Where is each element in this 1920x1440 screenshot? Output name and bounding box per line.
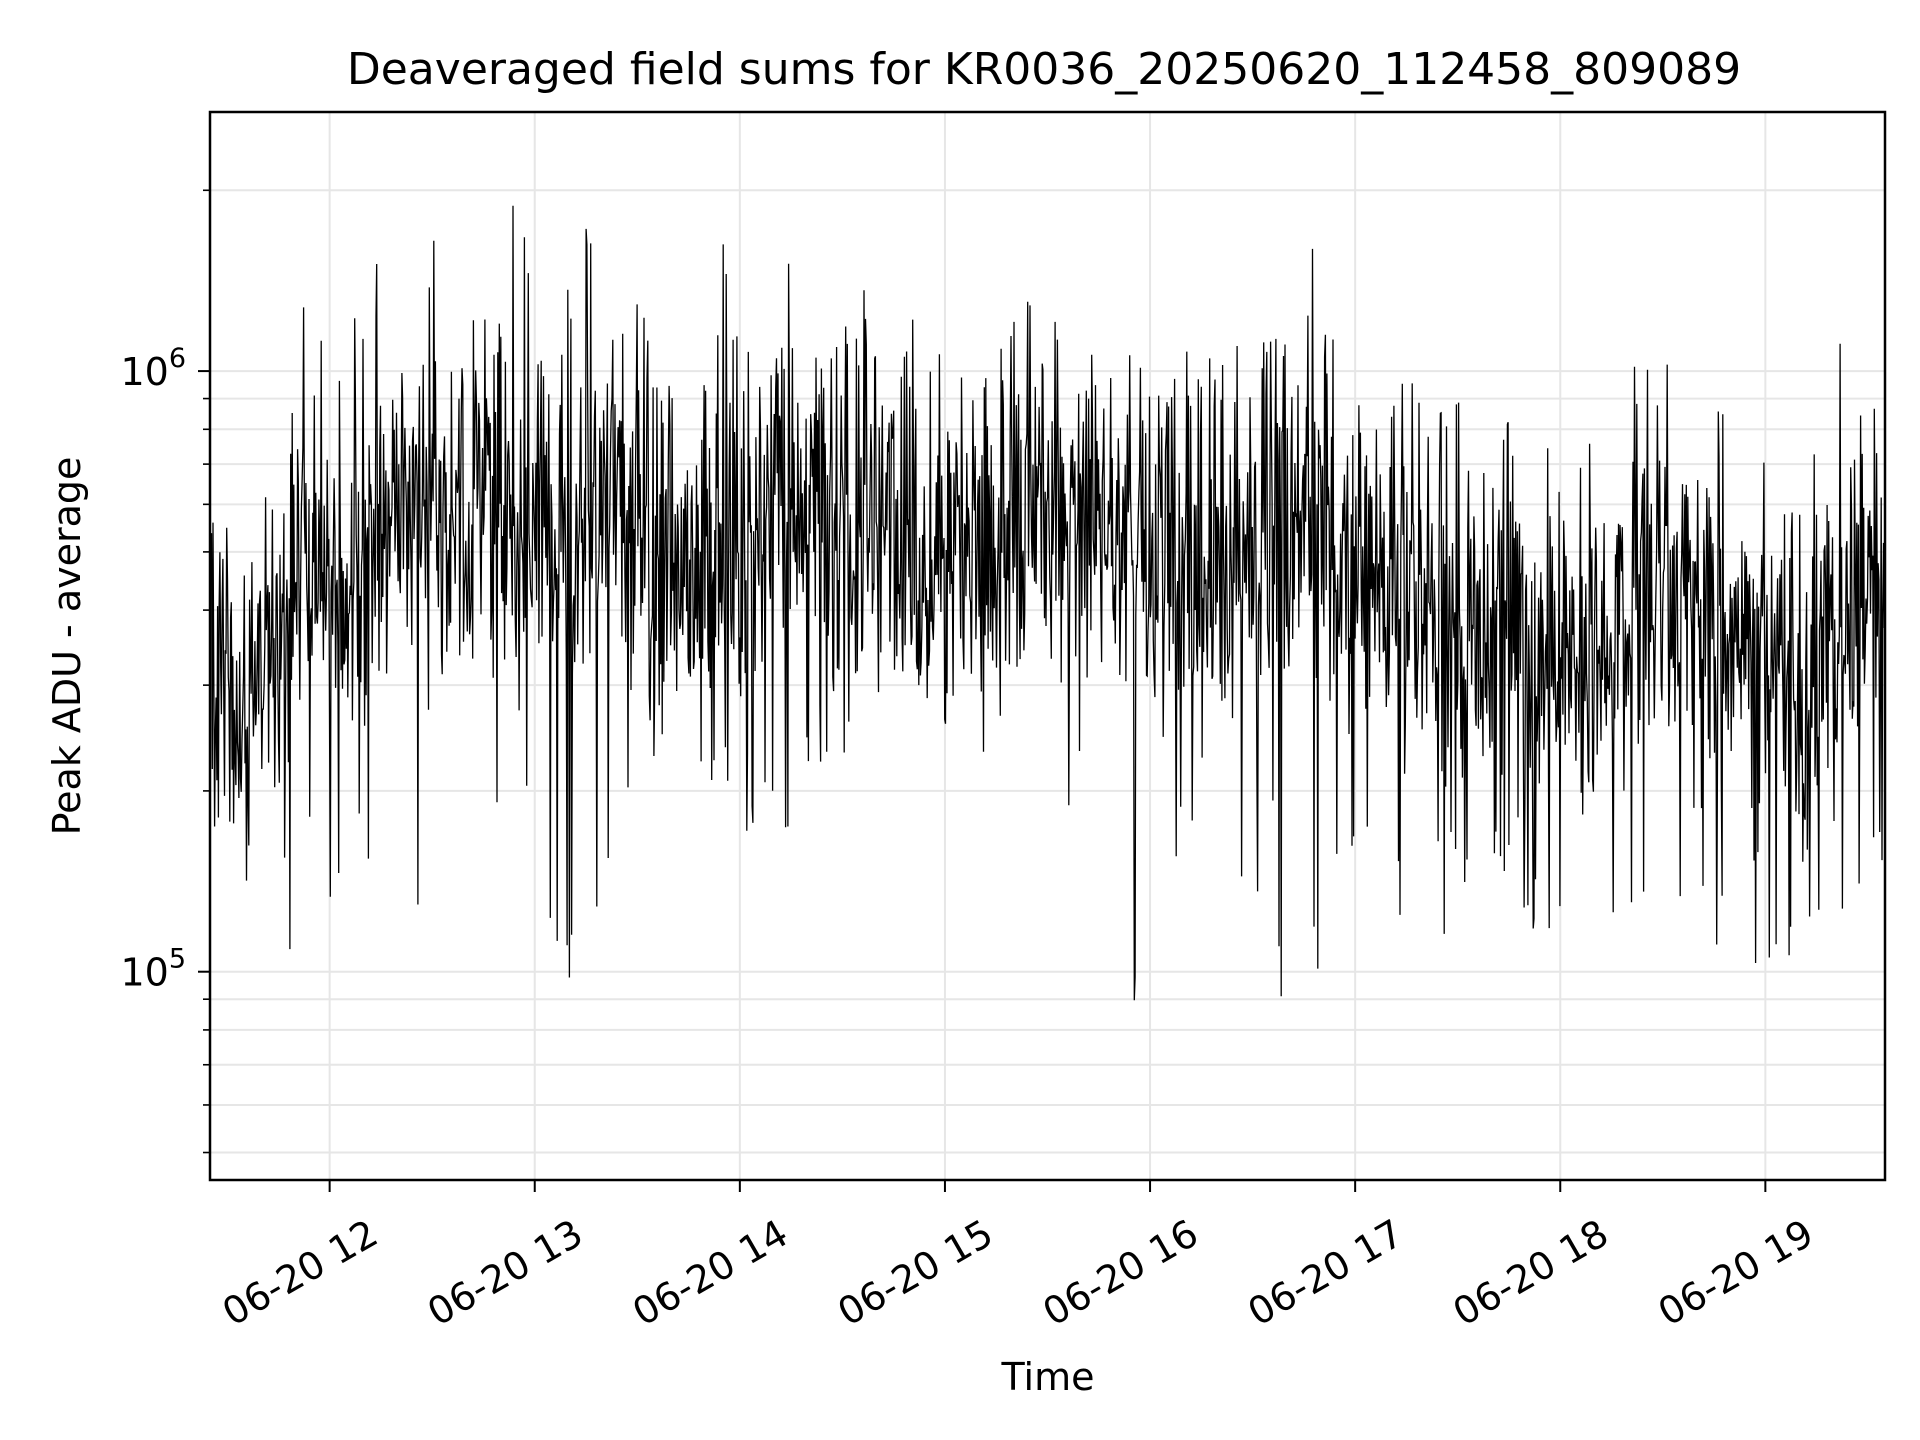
x-axis-label: Time	[1001, 1355, 1095, 1399]
y-axis-label: Peak ADU - average	[45, 457, 89, 836]
series-line	[209, 205, 1886, 1001]
y-tick-exponent: 6	[169, 343, 186, 374]
series-line-path	[209, 205, 1886, 1001]
y-tick-label: 106	[120, 343, 186, 394]
chart-title: Deaveraged field sums for KR0036_2025062…	[347, 44, 1741, 95]
y-tick-label: 105	[120, 944, 186, 995]
plot-area-frame	[208, 110, 1887, 1182]
y-tick-base: 10	[120, 951, 168, 995]
y-tick-base: 10	[120, 350, 168, 394]
y-tick-exponent: 5	[169, 944, 186, 975]
